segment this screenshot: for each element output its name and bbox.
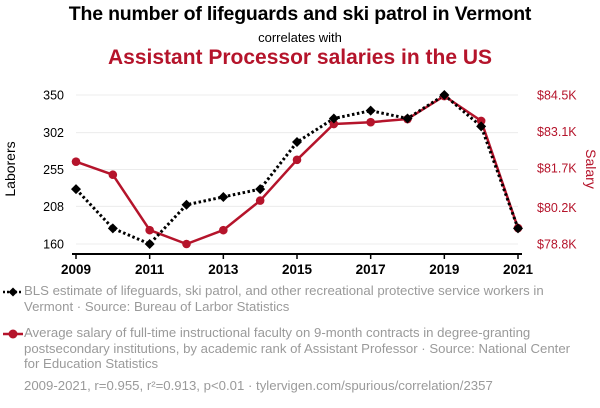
x-tick-label: 2009 (61, 262, 91, 277)
data-point-laborers (218, 191, 229, 202)
data-point-laborers (255, 184, 266, 195)
x-tick-label: 2011 (135, 262, 165, 277)
x-tick-label: 2021 (503, 262, 534, 277)
data-point-laborers (71, 184, 81, 195)
legend-item-laborers: BLS estimate of lifeguards, ski patrol, … (3, 283, 584, 314)
x-axis-ticks: 2009 2011 2013 2015 2017 2019 2021 (61, 254, 534, 277)
data-point-salary (292, 155, 302, 165)
data-point-salary (329, 119, 339, 129)
line-chart: 350 302 255 208 160 $84.5K $83.1K $81.7K $80.2K… (2, 89, 599, 278)
left-axis-ticks: 350 302 255 208 160 (43, 89, 64, 252)
x-tick-label: 2013 (208, 262, 239, 277)
y-tick-label-left: 208 (43, 200, 64, 214)
series-markers (71, 90, 523, 249)
diamond-line-icon (3, 287, 23, 297)
chart-subtitle: correlates with (258, 30, 342, 45)
y-tick-label-right: $84.5K (537, 89, 577, 103)
data-point-salary (366, 117, 375, 127)
chart-title: The number of lifeguards and ski patrol … (68, 3, 532, 25)
data-point-salary (476, 116, 486, 126)
correlation-stats: 2009-2021, r=0.955, r²=0.913, p<0.01 · t… (24, 378, 493, 393)
data-point-salary (71, 157, 81, 166)
chart-title-secondary: Assistant Processor salaries in the US (108, 46, 492, 69)
data-point-laborers (144, 239, 155, 249)
data-point-laborers (476, 121, 487, 132)
legend-label-laborers: BLS estimate of lifeguards, ski patrol, … (24, 283, 544, 314)
data-point-laborers (365, 105, 376, 116)
data-point-salary (219, 225, 228, 235)
y-tick-label-left: 302 (43, 126, 64, 140)
x-tick-label: 2015 (282, 262, 313, 277)
y-tick-label-left: 255 (43, 163, 64, 177)
right-axis-ticks: $84.5K $83.1K $81.7K $80.2K $78.8K (537, 89, 577, 252)
y-tick-label-right: $83.1K (537, 125, 577, 139)
legend-label-salary: Average salary of full-time instructiona… (24, 325, 571, 371)
circle-line-icon (3, 329, 23, 339)
data-point-salary (255, 196, 265, 205)
y-tick-label-right: $78.8K (537, 238, 577, 252)
gridlines (76, 94, 518, 245)
y-axis-label-right: Salary (583, 149, 599, 189)
data-point-salary (145, 225, 154, 235)
data-point-laborers (439, 90, 450, 100)
data-point-salary (108, 170, 118, 180)
x-tick-label: 2019 (429, 262, 459, 277)
data-point-salary (182, 239, 191, 249)
data-point-laborers (107, 223, 118, 234)
data-point-laborers (292, 137, 302, 148)
data-point-laborers (328, 113, 339, 124)
y-tick-label-left: 160 (43, 238, 64, 252)
y-tick-label-right: $81.7K (537, 162, 577, 176)
y-tick-label-right: $80.2K (537, 201, 577, 215)
data-point-laborers (181, 199, 192, 210)
x-tick-label: 2017 (356, 262, 386, 277)
y-tick-label-left: 350 (43, 89, 64, 103)
legend-item-salary: Average salary of full-time instructiona… (3, 325, 584, 372)
data-point-laborers (402, 113, 413, 124)
data-point-laborers (513, 223, 523, 234)
y-axis-label-left: Laborers (2, 141, 18, 196)
